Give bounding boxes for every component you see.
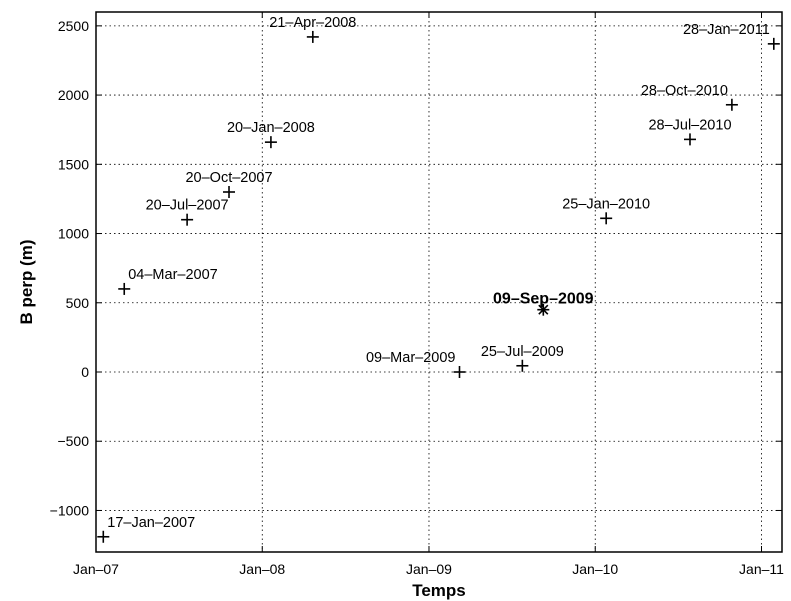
x-tick-label: Jan–08 [239, 561, 285, 577]
y-tick-label: 2500 [58, 18, 89, 34]
point-label: 04–Mar–2007 [128, 267, 218, 283]
point-label: 20–Jul–2007 [146, 198, 229, 214]
point-label: 28–Oct–2010 [641, 83, 728, 99]
y-tick-label: 2000 [58, 87, 89, 103]
x-axis-label: Temps [412, 581, 466, 600]
axis-ticks: −1000 −500 0 500 1000 1500 2000 2500 Jan–07 Jan–0… [50, 12, 784, 577]
y-tick-label: 1000 [58, 226, 89, 242]
point-label: 25–Jul–2009 [481, 344, 564, 360]
y-tick-label: 1500 [58, 156, 89, 172]
data-point: 28–Jul–2010 [648, 117, 732, 146]
point-label: 09–Sep–2009 [493, 291, 594, 308]
point-label: 25–Jan–2010 [562, 196, 650, 212]
plot-frame [95, 11, 783, 553]
data-point: 28–Oct–2010 [641, 83, 738, 111]
data-point: 28–Jan–2011 [683, 22, 780, 50]
point-label: 20–Jan–2008 [227, 120, 315, 136]
x-tick-label: Jan–07 [73, 561, 119, 577]
y-axis-label: B perp (m) [17, 240, 36, 325]
point-label: 21–Apr–2008 [269, 15, 356, 31]
data-point: 20–Jul–2007 [146, 198, 229, 226]
x-tick-label: Jan–11 [739, 561, 784, 577]
y-tick-label: 0 [81, 364, 89, 380]
x-tick-label: Jan–09 [406, 561, 452, 577]
point-label: 28–Jan–2011 [683, 22, 770, 38]
data-points: 17–Jan–2007 04–Mar–2007 20–Jul–2007 20–Oct–… [97, 15, 780, 543]
y-tick-label: 500 [66, 295, 90, 311]
y-tick-label: −500 [57, 433, 89, 449]
y-tick-label: −1000 [50, 502, 90, 518]
data-point: 21–Apr–2008 [269, 15, 356, 43]
data-point: 17–Jan–2007 [97, 515, 195, 543]
data-point: 25–Jul–2009 [481, 344, 564, 372]
data-point: 25–Jan–2010 [562, 196, 650, 225]
data-point: 20–Oct–2007 [185, 170, 273, 198]
data-point: 20–Jan–2008 [227, 120, 315, 149]
point-label: 09–Mar–2009 [366, 350, 456, 366]
point-marker-d2 [538, 304, 549, 315]
data-point: 09–Mar–2009 [366, 350, 466, 378]
data-point: 04–Mar–2007 [118, 267, 218, 295]
point-label: 17–Jan–2007 [107, 515, 195, 531]
point-label: 20–Oct–2007 [185, 170, 272, 186]
point-label: 28–Jul–2010 [648, 117, 731, 133]
x-tick-label: Jan–10 [572, 561, 618, 577]
master-point: 09–Sep–2009 [493, 291, 594, 316]
